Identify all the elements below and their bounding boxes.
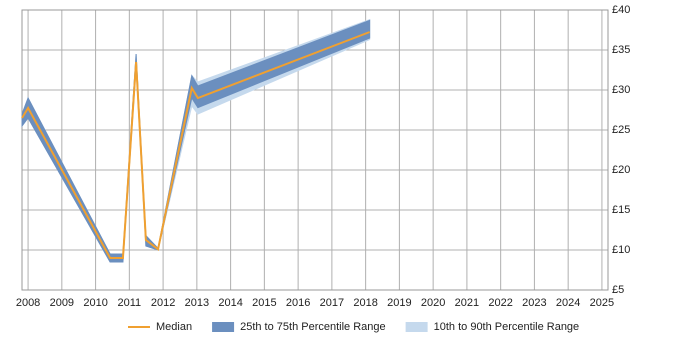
x-tick-label: 2025 — [590, 297, 614, 309]
x-tick-label: 2015 — [252, 297, 276, 309]
x-tick-label: 2013 — [185, 297, 209, 309]
x-tick-label: 2010 — [83, 297, 107, 309]
x-tick-label: 2019 — [387, 297, 411, 309]
y-tick-label: £30 — [612, 84, 630, 96]
legend-swatch — [405, 322, 428, 332]
x-tick-label: 2020 — [421, 297, 445, 309]
x-tick-label: 2021 — [455, 297, 479, 309]
median-line — [21, 31, 371, 259]
legend-label: Median — [156, 321, 192, 333]
y-tick-label: £40 — [612, 4, 630, 16]
x-tick-label: 2009 — [50, 297, 74, 309]
y-tick-label: £15 — [612, 204, 630, 216]
range-area — [21, 19, 371, 263]
plot-border — [21, 9, 609, 291]
x-tick-label: 2017 — [320, 297, 344, 309]
legend-swatch — [212, 322, 235, 332]
x-tick-label: 2022 — [488, 297, 512, 309]
legend-label: 25th to 75th Percentile Range — [240, 321, 386, 333]
y-tick-label: £5 — [612, 284, 624, 296]
x-tick-label: 2023 — [522, 297, 546, 309]
y-tick-label: £10 — [612, 244, 630, 256]
x-tick-label: 2011 — [118, 297, 142, 309]
x-tick-label: 2018 — [353, 297, 377, 309]
x-tick-label: 2014 — [218, 297, 242, 309]
y-tick-label: £20 — [612, 164, 630, 176]
x-tick-label: 2012 — [151, 297, 175, 309]
y-tick-label: £35 — [612, 44, 630, 56]
x-tick-label: 2024 — [556, 297, 580, 309]
legend-label: 10th to 90th Percentile Range — [434, 321, 580, 333]
x-tick-label: 2016 — [286, 297, 310, 309]
x-tick-label: 2008 — [16, 297, 40, 309]
y-tick-label: £25 — [612, 124, 630, 136]
